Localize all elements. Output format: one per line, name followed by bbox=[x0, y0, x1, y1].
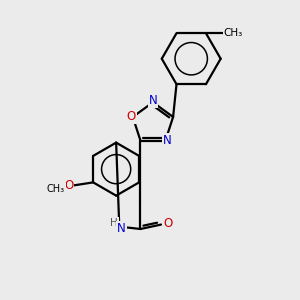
Text: N: N bbox=[163, 134, 171, 147]
Text: O: O bbox=[127, 110, 136, 123]
Text: CH₃: CH₃ bbox=[47, 184, 65, 194]
Text: N: N bbox=[117, 222, 126, 235]
Text: CH₃: CH₃ bbox=[224, 28, 243, 38]
Text: O: O bbox=[64, 179, 74, 192]
Text: H: H bbox=[110, 218, 118, 228]
Text: O: O bbox=[163, 217, 172, 230]
Text: N: N bbox=[148, 94, 157, 107]
